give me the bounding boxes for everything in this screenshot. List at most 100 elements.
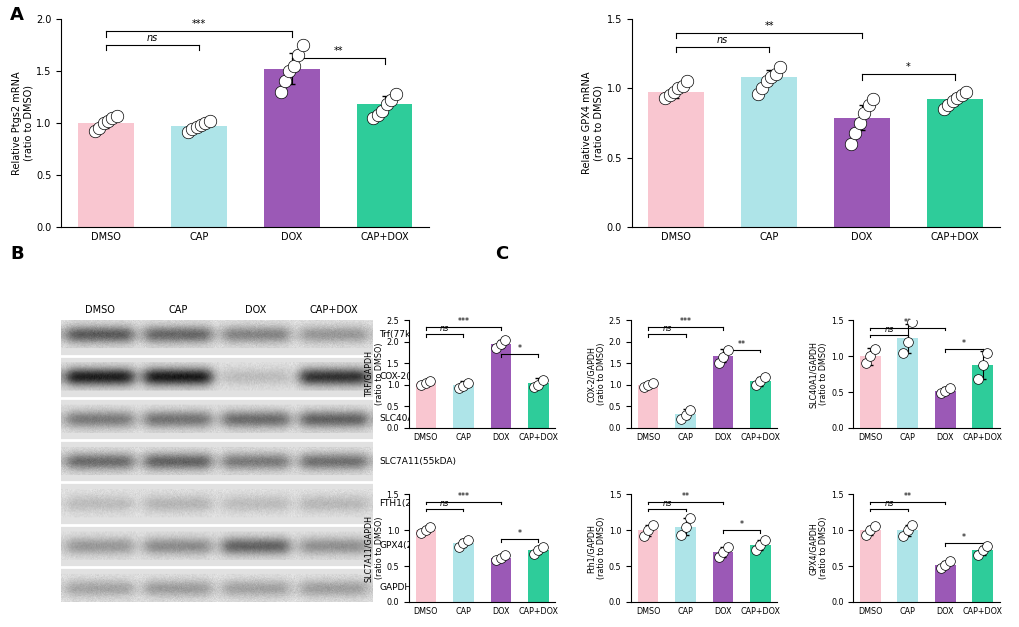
Text: ns: ns: [661, 324, 671, 333]
Point: [940, 100, 956, 110]
Point: [189, 122, 205, 132]
Text: **: **: [333, 46, 342, 56]
Point: [530, 380, 546, 390]
Point: [969, 374, 985, 384]
Text: **: **: [681, 492, 689, 500]
Point: [895, 347, 911, 357]
Point: [756, 535, 772, 545]
Point: [492, 339, 508, 349]
Text: GAPDH(36kDA): GAPDH(36kDA): [379, 583, 447, 593]
Point: [285, 61, 302, 71]
Point: [749, 89, 765, 99]
Point: [752, 540, 768, 550]
Text: C: C: [494, 245, 507, 263]
Bar: [926, 100, 982, 228]
Text: CAP: CAP: [168, 305, 187, 315]
Y-axis label: Relative GPX4 mRNA
(ratio to DMSO): Relative GPX4 mRNA (ratio to DMSO): [582, 72, 603, 174]
Point: [383, 95, 399, 105]
Point: [936, 386, 953, 396]
Bar: [712, 356, 733, 428]
Text: SLC40A1(62kDA): SLC40A1(62kDA): [379, 414, 455, 423]
Point: [454, 381, 471, 391]
Text: *: *: [517, 344, 521, 353]
Point: [718, 542, 735, 552]
Point: [753, 83, 769, 93]
Point: [496, 550, 513, 560]
Point: [665, 88, 682, 98]
Text: ***: ***: [457, 492, 469, 500]
Point: [899, 525, 915, 535]
Bar: [415, 530, 436, 602]
Point: [197, 118, 213, 128]
Point: [272, 87, 288, 97]
Point: [183, 124, 200, 134]
Point: [418, 525, 434, 535]
Text: *: *: [961, 339, 965, 348]
Bar: [452, 385, 473, 428]
Point: [100, 116, 116, 126]
Point: [281, 66, 298, 76]
Y-axis label: SLC40A1/GAPDH
(ratio to DMSO): SLC40A1/GAPDH (ratio to DMSO): [808, 340, 827, 408]
Point: [866, 521, 882, 531]
Point: [488, 344, 504, 354]
Point: [365, 113, 381, 123]
Text: **: **: [903, 317, 911, 327]
Bar: [675, 414, 695, 428]
Bar: [637, 385, 658, 428]
Point: [978, 347, 995, 357]
Text: *: *: [739, 520, 743, 529]
Point: [525, 549, 541, 559]
Point: [771, 63, 788, 73]
Point: [635, 531, 651, 541]
Y-axis label: SLC7A11/GAPDH
(ratio to DMSO): SLC7A11/GAPDH (ratio to DMSO): [364, 515, 383, 582]
Point: [762, 72, 779, 82]
Point: [899, 337, 915, 347]
Text: ns: ns: [147, 33, 158, 43]
Point: [969, 550, 985, 560]
Point: [747, 545, 763, 555]
Text: *: *: [905, 62, 910, 72]
Text: B: B: [10, 245, 23, 263]
Point: [842, 139, 858, 149]
Point: [973, 360, 989, 370]
Text: ***: ***: [192, 19, 206, 29]
Bar: [897, 339, 917, 428]
Point: [496, 335, 513, 345]
Point: [860, 100, 876, 110]
Point: [682, 513, 698, 523]
Point: [673, 530, 689, 540]
Point: [276, 76, 292, 87]
Point: [635, 382, 651, 392]
Bar: [637, 530, 658, 602]
Bar: [452, 543, 473, 602]
Bar: [490, 344, 511, 428]
Point: [767, 70, 784, 80]
Point: [673, 414, 689, 424]
Point: [756, 372, 772, 382]
Point: [709, 359, 726, 369]
Bar: [264, 69, 319, 228]
Point: [450, 542, 467, 552]
Point: [639, 380, 655, 390]
Text: ***: ***: [679, 317, 691, 326]
Point: [378, 99, 394, 109]
Y-axis label: GPX4/GAPDH
(ratio to DMSO): GPX4/GAPDH (ratio to DMSO): [808, 517, 827, 579]
Text: ns: ns: [883, 325, 893, 334]
Point: [752, 376, 768, 386]
Bar: [171, 126, 226, 228]
Point: [677, 522, 693, 532]
Point: [973, 545, 989, 556]
Text: GPX4(22kDA): GPX4(22kDA): [379, 541, 439, 550]
Point: [418, 377, 434, 387]
Bar: [648, 93, 703, 228]
Point: [104, 113, 120, 123]
Bar: [859, 530, 879, 602]
Bar: [77, 123, 133, 228]
Point: [639, 525, 655, 535]
Point: [714, 352, 731, 362]
Point: [747, 380, 763, 390]
Text: ***: ***: [457, 317, 469, 326]
Point: [644, 520, 660, 530]
Text: A: A: [10, 6, 24, 24]
Point: [948, 93, 964, 103]
